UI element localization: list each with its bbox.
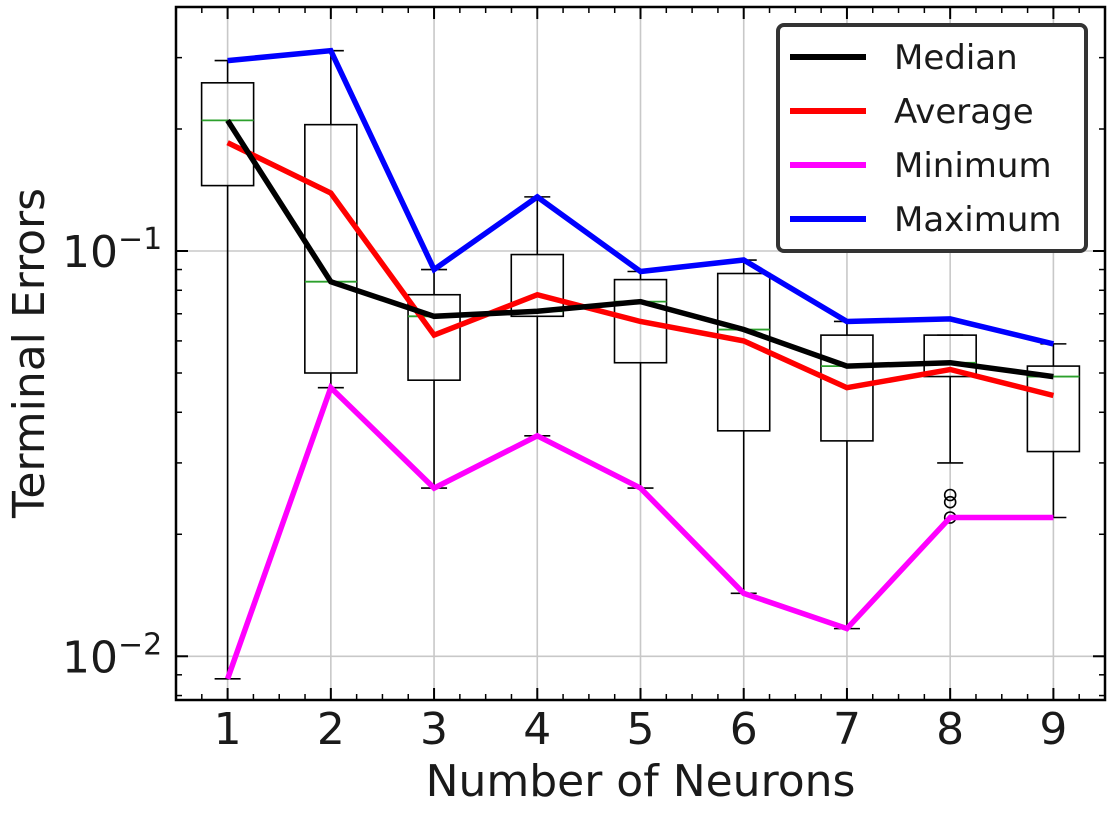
series-line-maximum (227, 47, 1055, 347)
box-iqr (1026, 365, 1081, 453)
boxplot-4 (510, 196, 565, 437)
box-iqr (510, 253, 565, 318)
legend-label: Average (894, 92, 1034, 132)
x-tick-labels: 1 2 3 4 5 6 7 8 9 (214, 704, 1068, 755)
box-outlier-point (943, 495, 957, 509)
legend-label: Maximum (894, 200, 1062, 240)
x-tick-label: 5 (627, 704, 655, 755)
legend-label: Median (894, 38, 1018, 78)
legend-items: Median Average Minimum Maximum (790, 38, 1062, 240)
series-lines (225, 47, 1055, 680)
x-tick-label: 9 (1039, 704, 1067, 755)
y-tick-labels: 10−1 10−2 (62, 222, 162, 683)
legend-label: Minimum (894, 146, 1052, 186)
legend: Median Average Minimum Maximum (776, 23, 1088, 253)
box-iqr (304, 123, 358, 374)
x-tick-label: 1 (214, 704, 242, 755)
x-tick-label: 3 (420, 704, 448, 755)
y-tick-label: 10−2 (62, 627, 162, 683)
series-line-median (225, 118, 1054, 380)
box-iqr (820, 334, 874, 442)
legend-item-median: Median (790, 38, 1018, 78)
box-iqr (923, 334, 977, 378)
x-tick-label: 7 (833, 704, 861, 755)
x-axis-title: Number of Neurons (426, 756, 856, 807)
axis-ticks (176, 7, 1105, 700)
y-axis-title: Terminal Errors (4, 188, 55, 519)
box-outlier-point (943, 488, 957, 502)
x-tick-label: 8 (936, 704, 964, 755)
box-iqr (407, 293, 461, 381)
legend-item-average: Average (790, 92, 1034, 132)
legend-item-maximum: Maximum (790, 200, 1062, 240)
series-line-average (226, 140, 1055, 399)
box-iqr (200, 82, 255, 187)
series-line-minimum (225, 382, 1054, 680)
legend-box (776, 23, 1088, 253)
x-tick-label: 6 (730, 704, 758, 755)
x-tick-label: 4 (523, 704, 551, 755)
box-iqr (613, 278, 668, 364)
y-tick-label: 10−1 (62, 222, 162, 278)
x-tick-label: 2 (317, 704, 345, 755)
legend-item-minimum: Minimum (790, 146, 1052, 186)
